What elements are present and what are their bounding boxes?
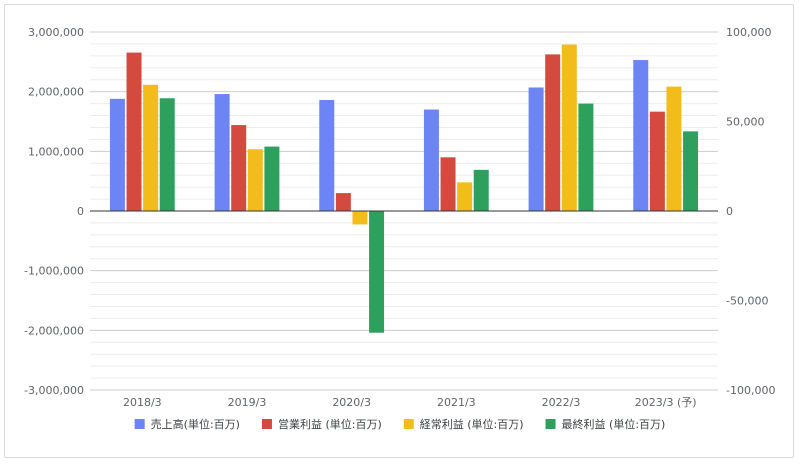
left-axis-tick-label: 0 <box>77 205 84 218</box>
gridlines <box>90 31 718 391</box>
bar <box>369 211 385 333</box>
bar <box>214 94 230 211</box>
bar <box>578 103 594 211</box>
bar <box>109 98 125 211</box>
legend: 売上高(単位:百万) 営業利益 (単位:百万) 経常利益 (単位:百万) 最終利益 (… <box>134 417 666 431</box>
left-axis-tick-label: 1,000,000 <box>28 145 84 158</box>
category-label: 2022/3 <box>542 396 581 409</box>
left-axis-tick-label: 3,000,000 <box>28 26 84 39</box>
category-label: 2023/3 (予) <box>635 396 697 409</box>
legend-item: 営業利益 (単位:百万) <box>261 417 382 431</box>
legend-label: 経常利益 (単位:百万) <box>420 417 524 431</box>
bar <box>159 98 175 211</box>
bar <box>264 146 280 211</box>
legend-label: 営業利益 (単位:百万) <box>278 417 382 431</box>
bar <box>649 111 665 211</box>
left-axis-tick-label: -1,000,000 <box>24 265 84 278</box>
bar <box>319 100 335 211</box>
category-label: 2020/3 <box>332 396 371 409</box>
bar <box>143 84 159 211</box>
bar <box>561 44 577 211</box>
bar <box>126 52 142 212</box>
bar <box>440 157 456 211</box>
bar <box>423 109 439 211</box>
right-axis-tick-label: 50,000 <box>726 116 765 129</box>
left-axis-tick-label: 2,000,000 <box>28 86 84 99</box>
legend-swatch <box>261 419 272 429</box>
bar <box>666 86 682 211</box>
legend-swatch <box>545 419 556 429</box>
right-axis-tick-label: -50,000 <box>726 295 768 308</box>
right-axis-tick-label: 0 <box>726 205 733 218</box>
legend-item: 売上高(単位:百万) <box>134 417 240 431</box>
bar <box>352 211 368 225</box>
bar <box>457 182 473 211</box>
left-axis-tick-label: -2,000,000 <box>24 324 84 337</box>
category-label: 2019/3 <box>228 396 267 409</box>
left-axis-tick-label: -3,000,000 <box>24 384 84 397</box>
bar <box>633 60 649 211</box>
bar <box>528 87 544 211</box>
category-label: 2021/3 <box>437 396 476 409</box>
legend-label: 売上高(単位:百万) <box>151 417 240 431</box>
legend-swatch <box>403 419 414 429</box>
left-axis-ticks: 3,000,000 2,000,000 1,000,000 0 -1,000,000 -2… <box>24 26 84 397</box>
bar <box>545 54 561 211</box>
category-labels: 2018/3 2019/3 2020/3 2021/3 2022/3 2023/3 (予) <box>123 396 697 409</box>
right-axis-tick-label: 100,000 <box>726 26 772 39</box>
legend-item: 経常利益 (単位:百万) <box>403 417 524 431</box>
bar <box>247 149 263 211</box>
right-axis-tick-label: -100,000 <box>726 384 775 397</box>
bar <box>683 131 699 211</box>
legend-swatch <box>134 419 145 429</box>
bar <box>473 169 489 211</box>
category-label: 2018/3 <box>123 396 162 409</box>
legend-label: 最終利益 (単位:百万) <box>562 417 666 431</box>
right-axis-ticks: 100,000 50,000 0 -50,000 -100,000 <box>726 26 775 397</box>
bars <box>109 44 699 333</box>
legend-item: 最終利益 (単位:百万) <box>545 417 666 431</box>
bar <box>335 193 351 211</box>
bar <box>231 125 247 211</box>
